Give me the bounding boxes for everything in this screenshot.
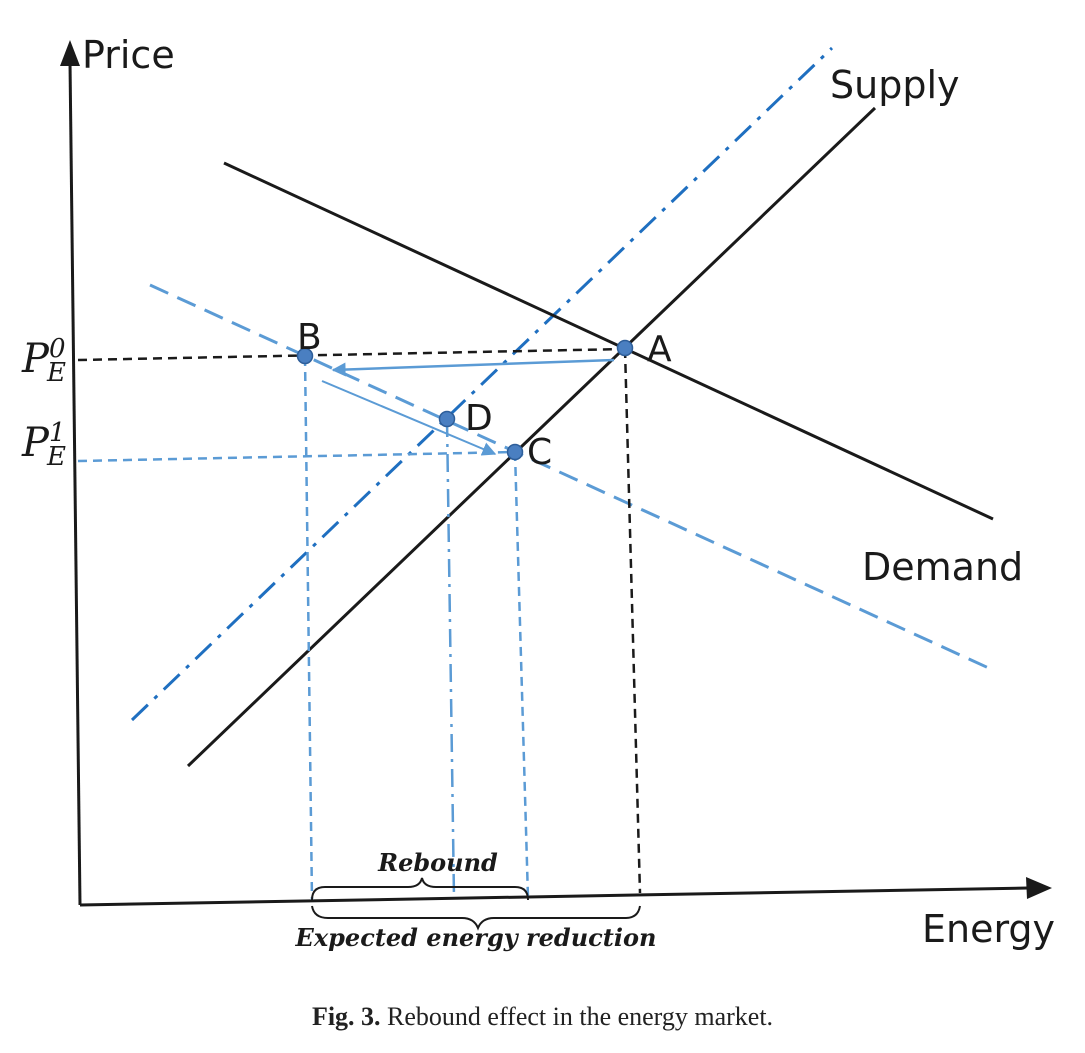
supply-label: Supply [830, 63, 960, 107]
expected-reduction-label: Expected energy reduction [295, 923, 657, 952]
svg-text:P: P [21, 336, 50, 382]
point-a-label: A [647, 329, 672, 370]
svg-text:0: 0 [49, 334, 66, 364]
price-p0-guide [77, 347, 626, 362]
supply-curve [186, 106, 877, 768]
shifted-supply-curve [130, 46, 834, 722]
price-label-p1: P 1 E [21, 418, 66, 472]
arrow-b-to-c [321, 380, 497, 456]
rebound-label: Rebound [377, 848, 498, 877]
point-c [506, 443, 524, 461]
y-axis-label: Price [82, 33, 175, 77]
x-axis-label: Energy [922, 907, 1055, 951]
expected-reduction-brace [311, 905, 641, 931]
svg-text:P: P [21, 420, 50, 466]
y-axis [68, 61, 82, 906]
point-d [438, 410, 456, 428]
demand-label: Demand [862, 545, 1023, 589]
figure-caption: Fig. 3. Rebound effect in the energy mar… [0, 1002, 1085, 1032]
x-axis [79, 886, 1029, 907]
drop-line-b [303, 356, 314, 901]
price-label-p0: P 0 E [21, 334, 66, 388]
demand-curve [223, 161, 994, 521]
drop-line-c [513, 451, 530, 899]
arrow-a-to-b [331, 358, 615, 377]
drop-line-a [623, 348, 642, 894]
price-p1-guide [77, 450, 516, 463]
point-c-label: C [527, 432, 552, 473]
shifted-demand-curve [149, 283, 994, 672]
rebound-brace [311, 877, 529, 901]
drop-line-d [445, 418, 456, 899]
svg-text:E: E [46, 358, 66, 388]
point-b-label: B [297, 317, 322, 358]
svg-text:E: E [46, 442, 66, 472]
caption-prefix: Fig. 3. [311, 1002, 381, 1031]
point-d-label: D [465, 398, 493, 439]
svg-text:1: 1 [49, 418, 66, 448]
x-axis-arrowhead [1026, 877, 1052, 899]
y-axis-arrowhead [60, 40, 80, 66]
point-a [616, 339, 634, 357]
caption-text: Rebound effect in the energy market. [380, 1002, 774, 1031]
point-b [296, 347, 314, 365]
